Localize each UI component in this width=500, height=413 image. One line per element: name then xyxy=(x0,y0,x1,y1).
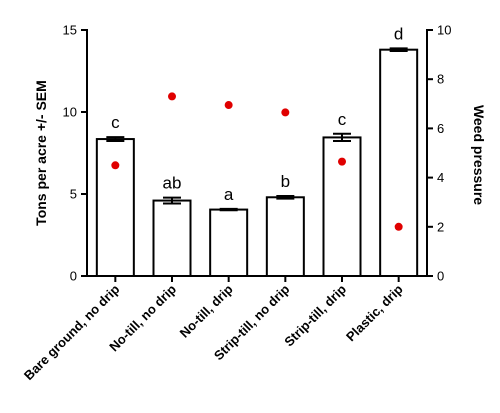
bar xyxy=(265,196,305,277)
right-tick-label: 6 xyxy=(437,121,444,136)
weed-pressure-point xyxy=(111,161,120,170)
left-tick-label: 15 xyxy=(63,23,77,38)
category-label: Bare ground, no drip xyxy=(21,281,123,383)
significance-letter: c xyxy=(111,113,120,132)
right-tick-label: 2 xyxy=(437,219,444,234)
weed-pressure-point xyxy=(338,157,346,166)
significance-letter: c xyxy=(338,110,347,129)
bar xyxy=(379,48,419,278)
bar xyxy=(152,199,192,277)
right-tick-label: 4 xyxy=(437,170,444,185)
left-axis-ticks: 0 5 10 15 xyxy=(63,23,87,284)
left-tick-label: 0 xyxy=(70,269,77,284)
significance-letter: a xyxy=(224,185,234,204)
bar xyxy=(209,208,249,277)
error-bars-group xyxy=(106,47,408,212)
left-tick-label: 5 xyxy=(70,187,77,202)
significance-letter: d xyxy=(394,24,403,43)
left-axis-title: Tons per acre +/- SEM xyxy=(33,80,49,226)
right-axis-ticks: 0 2 4 6 8 10 xyxy=(427,23,451,284)
weed-pressure-points-group xyxy=(111,92,403,231)
category-label: No-till, drip xyxy=(177,281,236,340)
weed-pressure-point xyxy=(168,92,176,101)
right-tick-label: 8 xyxy=(437,72,444,87)
significance-letter: b xyxy=(281,172,290,191)
category-label: Plastic, drip xyxy=(343,281,406,344)
weed-pressure-point xyxy=(281,108,290,117)
right-tick-label: 10 xyxy=(437,23,451,38)
bar xyxy=(95,138,135,277)
significance-letter: ab xyxy=(163,174,182,193)
right-axis-title: Weed pressure xyxy=(471,105,487,205)
weed-pressure-point xyxy=(394,222,403,231)
left-tick-label: 10 xyxy=(63,105,77,120)
weed-pressure-point xyxy=(224,101,233,110)
right-tick-label: 0 xyxy=(437,269,444,284)
bars-group xyxy=(95,48,419,278)
